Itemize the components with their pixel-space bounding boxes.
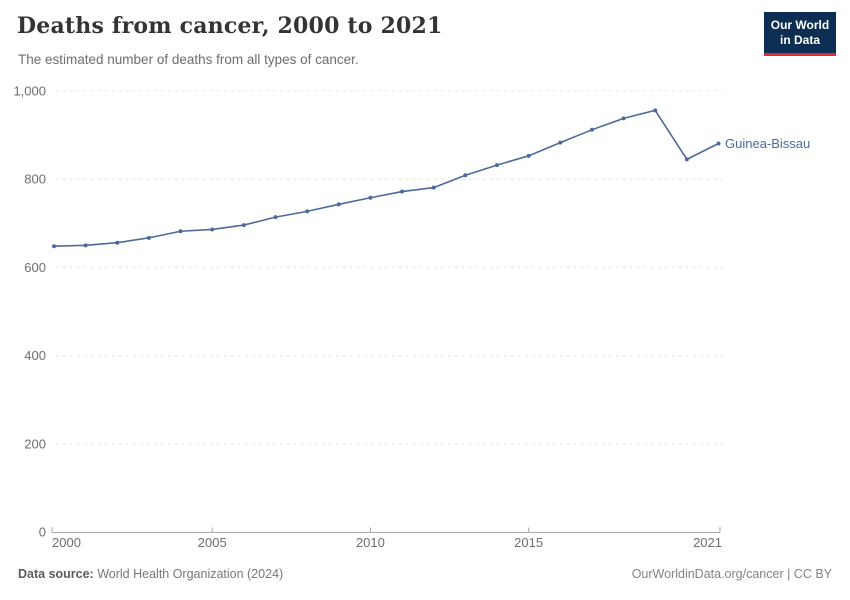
data-point[interactable] [716,141,721,146]
chart-title: Deaths from cancer, 2000 to 2021 [17,13,443,39]
credit-link[interactable]: OurWorldinData.org/cancer | CC BY [631,567,832,581]
owid-logo[interactable]: Our World in Data [764,12,836,56]
chart-subtitle: The estimated number of deaths from all … [18,52,359,67]
x-tick-label: 2000 [52,535,81,550]
y-tick-label: 1,000 [13,84,46,99]
data-point[interactable] [241,223,246,228]
data-point[interactable] [621,116,626,121]
entity-label[interactable]: Guinea-Bissau [725,136,811,151]
data-point[interactable] [368,195,373,200]
x-tick-label: 2021 [693,535,722,550]
data-point[interactable] [178,229,183,234]
y-tick-label: 800 [24,172,46,187]
data-point[interactable] [273,215,278,220]
x-tick-label: 2015 [514,535,543,550]
x-tick-label: 2005 [198,535,227,550]
series-line[interactable] [53,109,720,248]
y-tick-label: 0 [39,525,46,540]
data-point[interactable] [431,185,436,190]
data-source: Data source: World Health Organization (… [18,567,283,581]
data-point[interactable] [495,163,499,168]
data-point[interactable] [589,127,594,132]
y-tick-label: 200 [24,436,46,451]
data-point[interactable] [400,189,405,194]
y-tick-label: 400 [24,348,46,363]
owid-logo-line2: in Data [779,33,820,47]
data-point[interactable] [336,202,341,207]
data-point[interactable] [526,153,531,158]
data-point[interactable] [52,244,56,249]
data-point[interactable] [146,235,151,240]
data-point[interactable] [305,209,310,214]
data-point[interactable] [115,240,120,245]
data-source-label: Data source: [18,567,94,581]
owid-logo-line1: Our World [770,18,830,32]
x-tick-label: 2010 [356,535,385,550]
data-point[interactable] [653,108,658,113]
data-point[interactable] [210,227,215,232]
data-point[interactable] [83,243,88,248]
data-source-value: World Health Organization (2024) [97,567,284,581]
data-point[interactable] [684,157,689,162]
data-point[interactable] [558,140,563,145]
footer: Data source: World Health Organization (… [18,567,832,581]
y-tick-label: 600 [24,260,46,275]
data-point[interactable] [463,173,468,178]
